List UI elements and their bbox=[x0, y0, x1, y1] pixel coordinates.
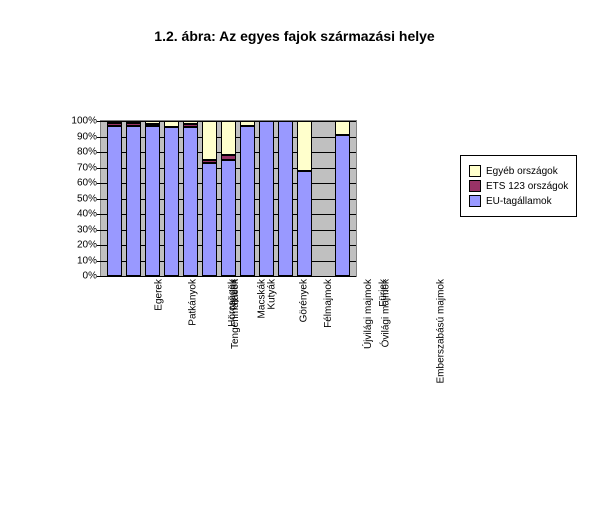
y-tick-mark bbox=[97, 199, 101, 200]
x-tick-label: Egerek bbox=[154, 279, 165, 311]
y-tick-label: 60% bbox=[77, 178, 97, 189]
legend-item: ETS 123 országok bbox=[469, 180, 568, 192]
y-tick-mark bbox=[97, 137, 101, 138]
bar-segment-other bbox=[202, 121, 217, 160]
y-tick-label: 0% bbox=[83, 271, 97, 282]
legend-swatch bbox=[469, 195, 481, 207]
legend-item: EU-tagállamok bbox=[469, 195, 568, 207]
y-tick-mark bbox=[97, 168, 101, 169]
bar-segment-eu bbox=[107, 126, 122, 276]
bar-segment-eu bbox=[126, 126, 141, 276]
y-tick-label: 80% bbox=[77, 147, 97, 158]
legend-label: EU-tagállamok bbox=[486, 196, 552, 207]
y-tick-mark bbox=[97, 121, 101, 122]
x-tick-label: Emberszabású majmok bbox=[435, 279, 446, 383]
gridline bbox=[101, 276, 356, 277]
bar-segment-eu bbox=[297, 171, 312, 276]
y-tick-mark bbox=[97, 183, 101, 184]
bar-segment-eu bbox=[183, 127, 198, 276]
y-tick-label: 10% bbox=[77, 255, 97, 266]
x-tick-label: Félmajmok bbox=[323, 279, 334, 328]
y-tick-mark bbox=[97, 276, 101, 277]
bar-column bbox=[240, 121, 255, 276]
x-tick-label: Kutyák bbox=[267, 279, 278, 310]
chart-legend: Egyéb országok ETS 123 országok EU-tagálla… bbox=[460, 155, 577, 217]
bar-column bbox=[278, 121, 293, 276]
bar-column bbox=[297, 121, 312, 276]
bar-segment-other bbox=[221, 121, 236, 155]
x-tick-label: Patkányok bbox=[188, 279, 199, 326]
bar-segment-other bbox=[335, 121, 350, 135]
bar-segment-other bbox=[297, 121, 312, 171]
x-tick-label: Görények bbox=[298, 279, 309, 322]
bar-segment-eu bbox=[335, 135, 350, 276]
legend-swatch bbox=[469, 180, 481, 192]
y-tick-label: 90% bbox=[77, 131, 97, 142]
bar-segment-eu bbox=[145, 126, 160, 276]
bar-segment-eu bbox=[278, 121, 293, 276]
chart-title: 1.2. ábra: Az egyes fajok származási hel… bbox=[0, 28, 589, 44]
y-tick-mark bbox=[97, 152, 101, 153]
bar-column bbox=[335, 121, 350, 276]
bar-segment-eu bbox=[202, 163, 217, 276]
bar-segment-eu bbox=[240, 126, 255, 276]
bar-segment-eu bbox=[259, 121, 274, 276]
chart-plot-area: 0%10%20%30%40%50%60%70%80%90%100%EgerekP… bbox=[100, 120, 357, 277]
bar-column bbox=[259, 121, 274, 276]
bar-segment-eu bbox=[221, 160, 236, 276]
y-tick-mark bbox=[97, 230, 101, 231]
legend-swatch bbox=[469, 165, 481, 177]
y-tick-label: 100% bbox=[71, 116, 97, 127]
y-tick-mark bbox=[97, 261, 101, 262]
bar-column bbox=[164, 121, 179, 276]
y-tick-mark bbox=[97, 214, 101, 215]
legend-label: ETS 123 országok bbox=[486, 181, 568, 192]
y-tick-mark bbox=[97, 245, 101, 246]
y-tick-label: 20% bbox=[77, 240, 97, 251]
bar-column bbox=[107, 121, 122, 276]
bar-column bbox=[202, 121, 217, 276]
y-tick-label: 70% bbox=[77, 162, 97, 173]
bar-column bbox=[221, 121, 236, 276]
x-tick-label: Nyulak bbox=[229, 279, 240, 310]
bar-column bbox=[183, 121, 198, 276]
bar-segment-eu bbox=[164, 127, 179, 276]
y-tick-label: 40% bbox=[77, 209, 97, 220]
legend-item: Egyéb országok bbox=[469, 165, 568, 177]
bar-column bbox=[145, 121, 160, 276]
y-tick-label: 50% bbox=[77, 193, 97, 204]
y-tick-label: 30% bbox=[77, 224, 97, 235]
bar-column bbox=[126, 121, 141, 276]
legend-label: Egyéb országok bbox=[486, 166, 558, 177]
x-tick-label: Fürjek bbox=[378, 279, 389, 307]
x-tick-label: Újvilági majmok bbox=[363, 279, 374, 349]
